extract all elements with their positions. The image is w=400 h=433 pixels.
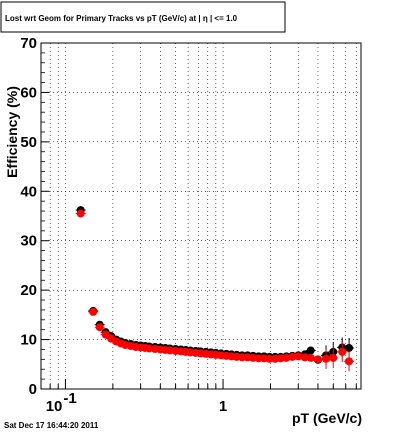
data-point [89, 307, 98, 316]
chart-title-box: Lost wrt Geom for Primary Tracks vs pT (… [0, 1, 286, 33]
data-point [306, 353, 315, 362]
data-point [288, 352, 297, 361]
plot-frame [40, 42, 362, 390]
x-axis-tick-labels: 10 -1 1 [46, 390, 227, 415]
x-axis-title: pT (GeV/c) [292, 410, 362, 426]
data-point [145, 344, 154, 353]
chart-title: Lost wrt Geom for Primary Tracks vs pT (… [5, 14, 238, 23]
data-point [329, 353, 338, 362]
data-point [254, 354, 263, 363]
y-axis-ticks [41, 42, 49, 390]
y-tick-label: 0 [29, 381, 37, 398]
data-point [265, 354, 274, 363]
y-tick-label: 40 [20, 183, 37, 200]
footer-timestamp: Sat Dec 17 16:44:20 2011 [4, 421, 99, 430]
data-point [294, 352, 303, 361]
data-point [282, 353, 291, 362]
x-axis-ticks [40, 379, 357, 389]
y-tick-label: 30 [20, 233, 37, 250]
x-tick-label-exponent: -1 [63, 390, 76, 407]
data-series [75, 206, 355, 372]
data-point [165, 346, 174, 355]
data-point [306, 346, 315, 355]
x-tick-label: 10 [46, 398, 63, 415]
series-1 [75, 209, 355, 372]
y-axis-tick-labels: 0 10 20 30 40 50 60 70 [20, 35, 37, 398]
x-tick-label: 1 [219, 398, 227, 415]
data-point [238, 353, 247, 362]
gridlines [40, 43, 361, 389]
y-tick-label: 60 [20, 84, 37, 101]
y-axis-title: Efficiency (%) [4, 86, 20, 178]
data-point [338, 347, 347, 356]
data-point [313, 355, 322, 364]
data-point [76, 209, 85, 218]
data-point [300, 353, 309, 362]
data-point [95, 323, 104, 332]
data-point [345, 357, 354, 366]
y-tick-label: 50 [20, 134, 37, 151]
y-tick-label: 70 [20, 35, 37, 52]
data-point [345, 343, 354, 352]
data-point [322, 354, 331, 363]
y-tick-label: 20 [20, 282, 37, 299]
y-tick-label: 10 [20, 332, 37, 349]
